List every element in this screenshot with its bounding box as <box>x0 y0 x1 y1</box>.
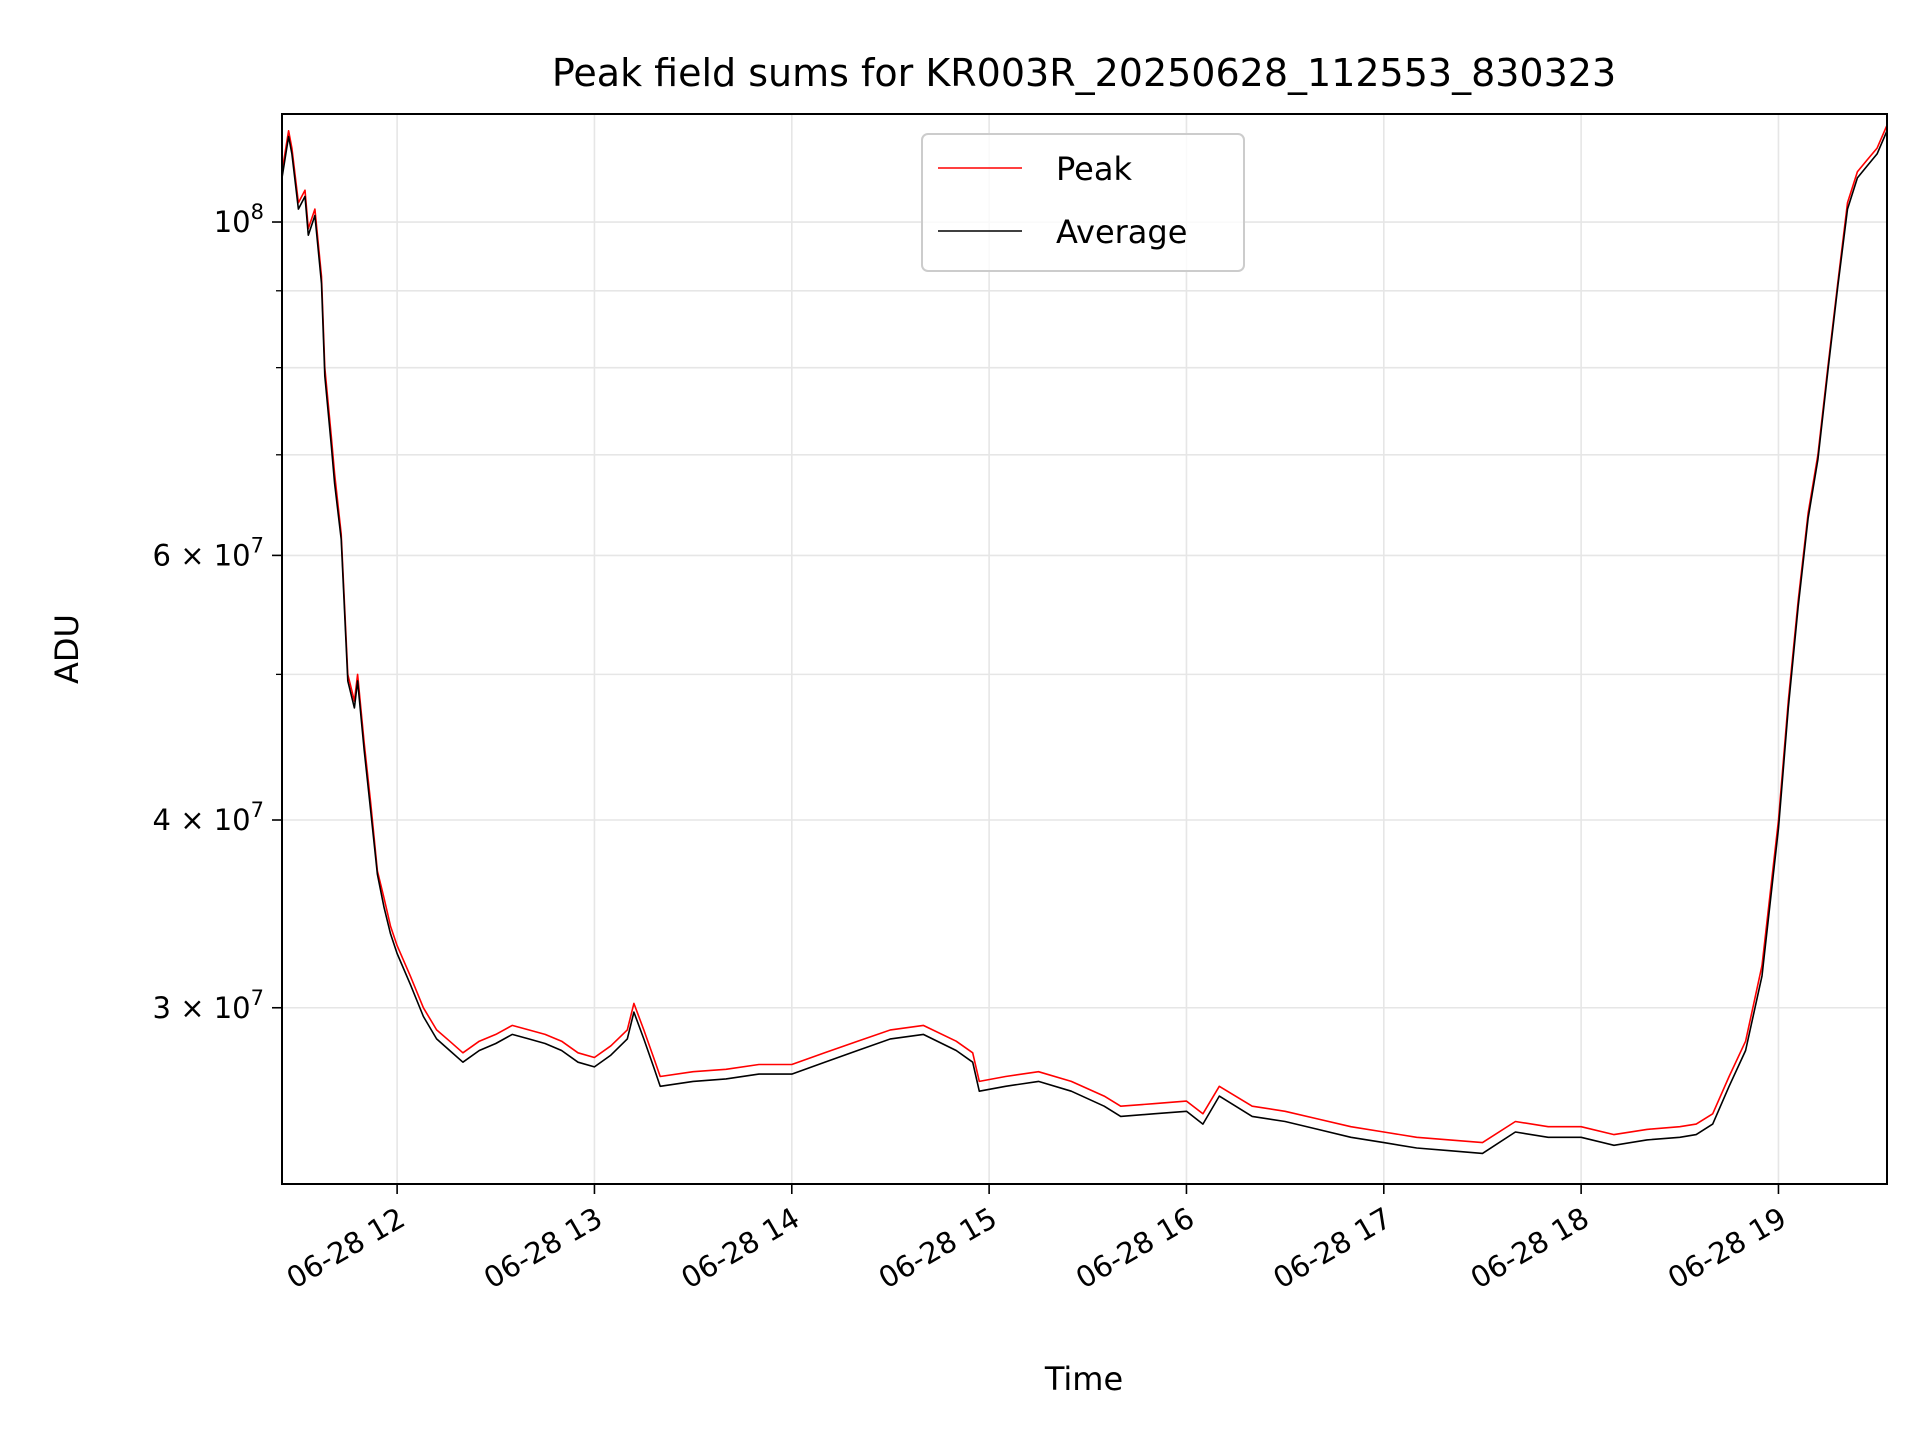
y-tick-label: 3 × 107 <box>153 986 264 1025</box>
y-axis-label: ADU <box>48 614 86 684</box>
plot-frame <box>281 113 1888 1185</box>
legend: Peak Average <box>921 133 1245 272</box>
y-tick-label: 6 × 107 <box>153 533 264 572</box>
legend-average-label: Average <box>1056 213 1187 251</box>
legend-peak-label: Peak <box>1056 150 1132 188</box>
grid-lines <box>282 114 1887 1184</box>
y-tick-label: 4 × 107 <box>153 798 264 837</box>
x-axis-label: Time <box>1044 1360 1123 1398</box>
series-line-average <box>282 130 1887 1155</box>
series-layer <box>282 124 1887 1155</box>
chart-title: Peak field sums for KR003R_20250628_1125… <box>552 51 1616 95</box>
y-tick-label: 108 <box>214 200 264 239</box>
y-axis-ticks: 3 × 107 4 × 107 6 × 107 108 <box>153 200 282 1025</box>
